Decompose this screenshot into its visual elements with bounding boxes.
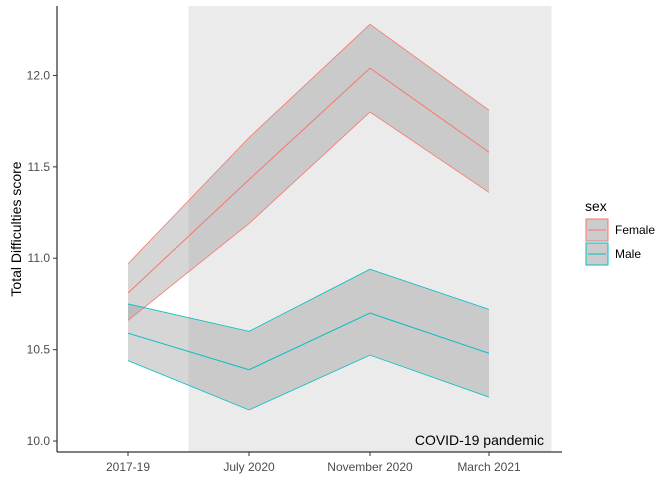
y-tick-label: 10.5	[27, 343, 51, 357]
annotation-covid: COVID-19 pandemic	[415, 432, 544, 448]
legend-title: sex	[585, 198, 607, 214]
y-axis-title: Total Difficulties score	[8, 161, 24, 296]
x-tick-label: November 2020	[327, 460, 413, 474]
x-tick-label: July 2020	[223, 460, 275, 474]
y-tick-label: 12.0	[27, 68, 51, 82]
legend-label-female: Female	[615, 223, 655, 237]
y-tick-label: 11.0	[28, 251, 51, 265]
x-tick-label: March 2021	[457, 460, 521, 474]
x-tick-label: 2017-19	[106, 460, 150, 474]
y-tick-label: 11.5	[28, 160, 51, 174]
y-tick-label: 10.0	[27, 434, 51, 448]
legend-label-male: Male	[615, 247, 641, 261]
